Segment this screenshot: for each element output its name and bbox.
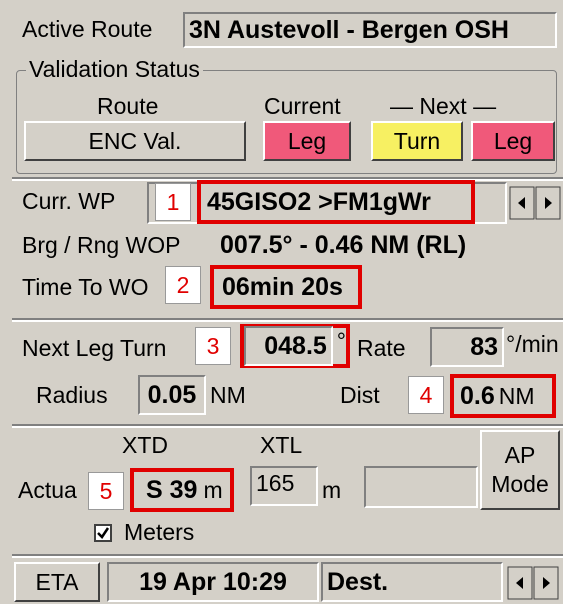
label: Brg / Rng WOP: [22, 232, 181, 258]
dist-box: 0.6 NM: [450, 374, 556, 418]
label: Current: [264, 93, 341, 119]
value: 007.5° - 0.46 NM (RL): [220, 231, 467, 259]
label: Next Leg Turn: [22, 335, 167, 361]
value: 0.05: [138, 375, 206, 415]
waypoint-value: 45GISO2 >FM1gWr: [197, 180, 475, 224]
status-button[interactable]: Leg: [263, 121, 351, 161]
button[interactable]: ENC Val.: [24, 121, 246, 161]
separator: [12, 318, 563, 322]
label: — Next —: [390, 93, 497, 119]
turn-box: 048.5 °: [240, 324, 350, 368]
checkbox[interactable]: [94, 524, 112, 542]
annotation-number: 2: [165, 266, 201, 304]
annotation-number: 3: [195, 327, 231, 365]
unit: NM: [210, 382, 246, 408]
unit: °: [336, 327, 346, 354]
time-value: 06min 20s: [210, 265, 362, 309]
annotation-number: 4: [408, 376, 444, 414]
value: 83: [430, 327, 504, 367]
separator: [12, 424, 563, 428]
label: Time To WO: [22, 274, 149, 300]
separator: [12, 554, 563, 558]
status-button[interactable]: Leg: [471, 121, 555, 161]
label: Route: [97, 93, 159, 119]
scroll-arrows[interactable]: [507, 566, 559, 600]
label: XTL: [260, 432, 303, 458]
input[interactable]: 165: [250, 466, 318, 506]
label: Active Route: [22, 16, 153, 42]
label: Dist: [340, 382, 380, 408]
label: Rate: [357, 335, 406, 361]
unit: NM: [498, 382, 535, 409]
empty-field: [364, 466, 478, 508]
value: 048.5: [244, 326, 333, 366]
value: 19 Apr 10:29: [107, 562, 319, 602]
unit: °/min: [506, 331, 559, 357]
annotation-number: 1: [155, 183, 191, 221]
label: Actua: [18, 477, 77, 503]
scroll-arrows[interactable]: [509, 186, 561, 220]
unit: m: [203, 476, 223, 503]
annotation-number: 5: [88, 472, 124, 510]
label: XTD: [122, 432, 168, 458]
group-frame: [16, 70, 557, 174]
button[interactable]: AP Mode: [480, 430, 560, 510]
xtd-box: S 39 m: [130, 468, 234, 512]
value: S 39: [146, 475, 198, 504]
group-title: Validation Status: [26, 58, 203, 81]
status-button[interactable]: Turn: [371, 121, 463, 161]
unit: m: [322, 477, 342, 503]
label: Meters: [124, 519, 195, 545]
value: 0.6: [460, 381, 495, 410]
button[interactable]: ETA: [14, 562, 100, 602]
route-name: 3N Austevoll - Bergen OSH: [183, 12, 557, 48]
label: Radius: [36, 382, 108, 408]
value: Dest.: [321, 562, 503, 602]
label: Curr. WP: [22, 188, 116, 214]
